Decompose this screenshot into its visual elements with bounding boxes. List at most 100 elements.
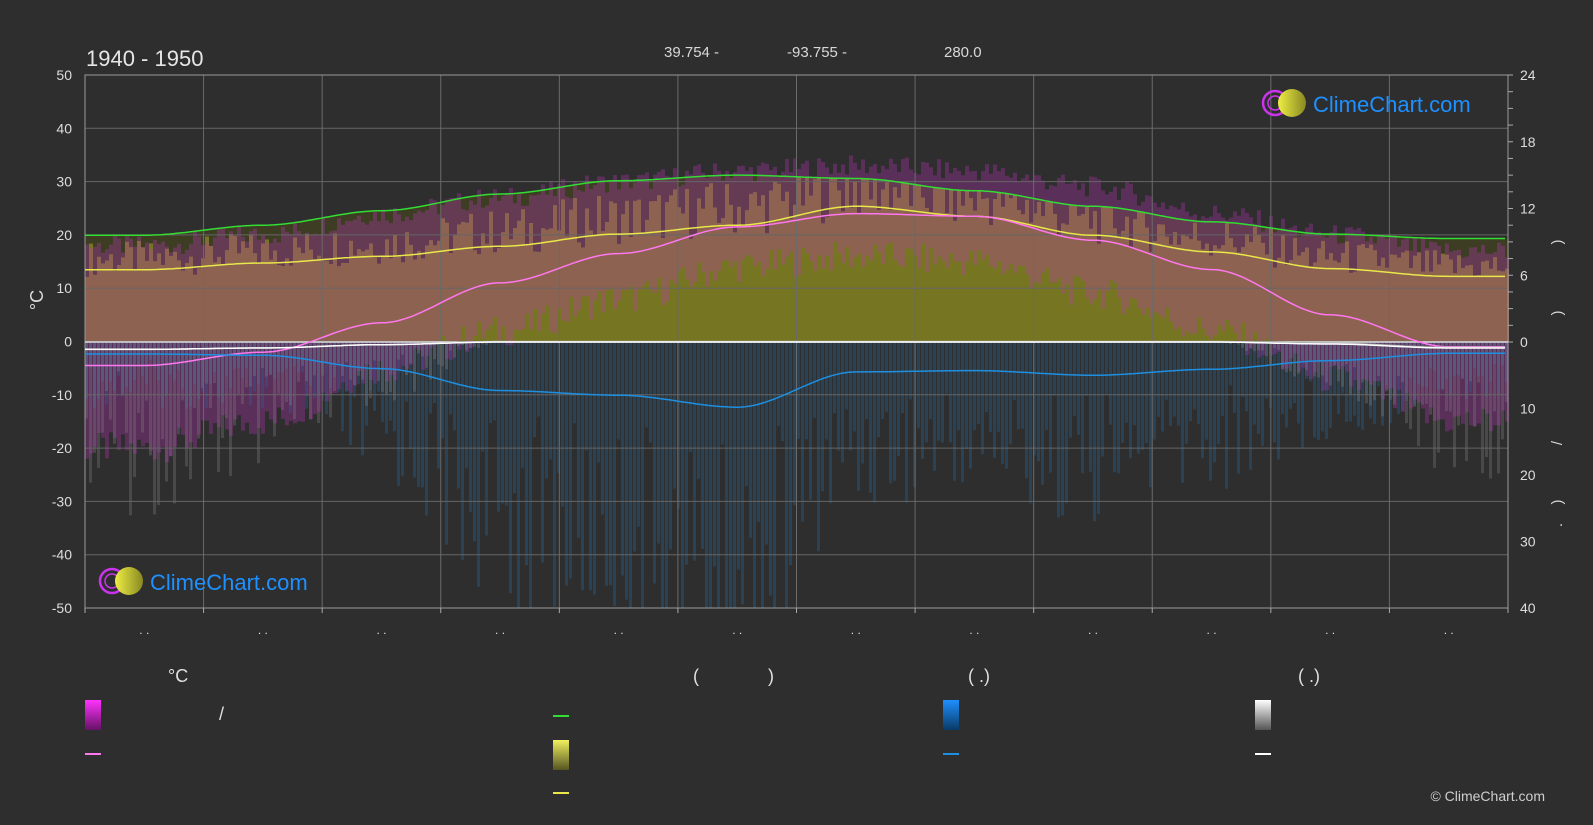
rain-bar	[261, 342, 264, 409]
y-right-top-tick-label: 24	[1520, 67, 1536, 83]
sunshine-bar	[445, 222, 449, 342]
daylight-bar	[1153, 214, 1157, 342]
x-month-label: . .	[139, 623, 149, 637]
rain-bar	[1189, 342, 1192, 422]
rain-bar	[477, 342, 480, 587]
sunshine-bar	[417, 250, 421, 342]
rain-bar	[189, 342, 192, 407]
temp-range-bar	[1485, 253, 1489, 414]
sunshine-bar	[101, 263, 105, 342]
sunshine-bar	[1313, 262, 1317, 342]
daylight-bar	[405, 209, 409, 342]
rain-bar	[1341, 342, 1344, 394]
daylight-bar	[317, 218, 321, 342]
rain-bar	[721, 342, 724, 445]
rain-bar	[625, 342, 628, 600]
snow-bar	[1433, 342, 1436, 468]
temp-range-bar	[1433, 242, 1437, 421]
sunshine-bar	[589, 230, 593, 342]
y-left-tick-label: 30	[56, 174, 72, 190]
sunshine-bar	[1465, 265, 1469, 342]
temp-range-bar	[273, 238, 277, 424]
daylight-bar	[1061, 203, 1065, 342]
daylight-bar	[645, 179, 649, 342]
rain-bar	[185, 342, 188, 409]
temp-range-bar	[725, 170, 729, 260]
daylight-bar	[357, 212, 361, 342]
temp-range-bar	[337, 218, 341, 390]
legend-sunshine-line	[553, 792, 569, 794]
sunshine-bar	[1397, 257, 1401, 342]
sunshine-bar	[649, 201, 653, 342]
snow-bar	[1461, 342, 1464, 379]
daylight-bar	[1473, 238, 1477, 342]
daylight-bar	[277, 224, 281, 342]
temp-range-bar	[457, 193, 461, 350]
snow-bar	[1425, 342, 1428, 404]
temp-range-bar	[1421, 238, 1425, 409]
temp-range-bar	[217, 228, 221, 428]
sunshine-bar	[525, 244, 529, 342]
sunshine-bar	[1049, 201, 1053, 342]
snow-bar	[1297, 342, 1300, 374]
rain-bar	[1137, 342, 1140, 454]
sunshine-bar	[961, 205, 965, 342]
snow-bar	[1449, 342, 1452, 412]
snow-bar	[1229, 342, 1232, 345]
sunshine-bar	[89, 243, 93, 342]
sunshine-bar	[413, 259, 417, 342]
sunshine-bar	[793, 204, 797, 342]
rain-bar	[305, 342, 308, 409]
temp-range-bar	[517, 193, 521, 331]
rain-bar	[453, 342, 456, 431]
logo-text-top[interactable]: ClimeChart.com	[1313, 92, 1471, 117]
rain-bar	[257, 342, 260, 384]
sunshine-bar	[513, 228, 517, 342]
snow-bar	[449, 342, 452, 351]
rain-bar	[937, 342, 940, 441]
sunshine-bar	[1069, 204, 1073, 342]
sunshine-bar	[1473, 276, 1477, 342]
snow-bar	[405, 342, 408, 375]
sunshine-bar	[701, 208, 705, 342]
snow-bar	[217, 342, 220, 473]
daylight-bar	[329, 216, 333, 342]
snow-bar	[221, 342, 224, 438]
daylight-bar	[513, 193, 517, 342]
snow-bar	[225, 342, 228, 419]
daylight-bar	[705, 176, 709, 342]
daylight-bar	[473, 196, 477, 342]
temp-range-bar	[465, 210, 469, 353]
snow-bar	[313, 342, 316, 376]
sunshine-bar	[153, 261, 157, 342]
logo-text-bottom[interactable]: ClimeChart.com	[150, 570, 308, 595]
temp-range-bar	[1357, 227, 1361, 391]
sunshine-bar	[477, 254, 481, 342]
snow-bar	[241, 342, 244, 405]
sunshine-bar	[113, 270, 117, 342]
rain-bar	[1053, 342, 1056, 396]
temp-range-bar	[933, 175, 937, 265]
y-right-axis-mark: )	[1549, 500, 1566, 505]
temp-range-bar	[677, 186, 681, 271]
sunshine-bar	[429, 240, 433, 342]
temp-range-bar	[1237, 215, 1241, 343]
temp-range-bar	[769, 170, 773, 250]
rain-bar	[965, 342, 968, 449]
rain-bar	[1205, 342, 1208, 440]
sunshine-bar	[157, 253, 161, 342]
y-right-bottom-tick-label: 40	[1520, 600, 1536, 616]
rain-bar	[925, 342, 928, 443]
rain-bar	[205, 342, 208, 409]
temp-range-bar	[553, 195, 557, 334]
rain-bar	[1477, 342, 1480, 377]
daylight-bar	[681, 177, 685, 342]
temp-range-bar	[917, 174, 921, 268]
daylight-bar	[1481, 238, 1485, 342]
sunshine-bar	[1045, 201, 1049, 342]
snow-bar	[121, 342, 124, 395]
daylight-bar	[453, 199, 457, 342]
daylight-bar	[553, 188, 557, 342]
rain-bar	[293, 342, 296, 367]
temp-range-bar	[297, 231, 301, 422]
